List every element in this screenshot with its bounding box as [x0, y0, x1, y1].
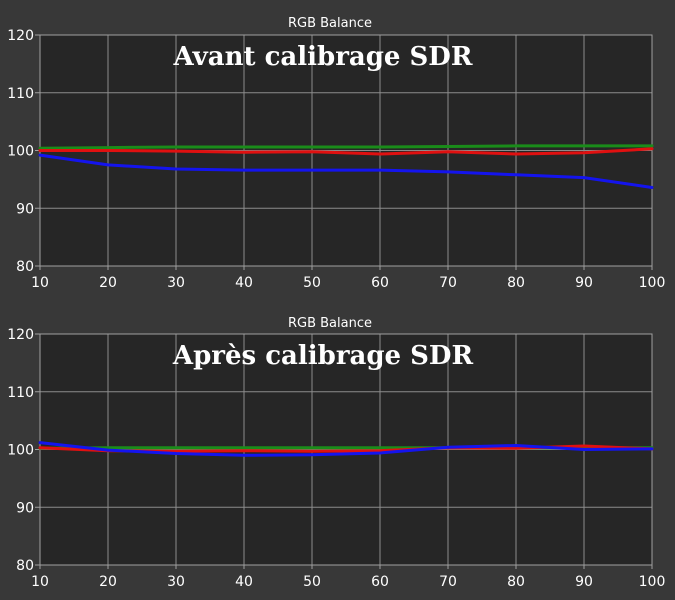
x-tick-label: 20 [99, 275, 117, 291]
y-tick-label: 110 [7, 86, 34, 102]
x-tick-label: 100 [639, 574, 666, 590]
y-tick-label: 80 [16, 558, 34, 574]
y-tick-label: 90 [16, 201, 34, 217]
series-line-2 [38, 441, 654, 457]
chart-after-calibration: 80 90 100 110 120 10 20 30 40 50 60 70 80 90 100 RGB Ba… [7, 316, 665, 590]
chart-title: RGB Balance [288, 316, 372, 331]
x-tick-label: 70 [439, 574, 457, 590]
x-tick-label: 50 [303, 275, 321, 291]
x-tick-label: 40 [235, 275, 253, 291]
x-tick-label: 90 [575, 574, 593, 590]
x-tick-label: 60 [371, 275, 389, 291]
x-tick-label: 30 [167, 275, 185, 291]
x-tick-label: 20 [99, 574, 117, 590]
series-line-1 [38, 147, 654, 156]
y-tick-label: 100 [7, 144, 34, 160]
x-tick-label: 50 [303, 574, 321, 590]
chart-annotation: Avant calibrage SDR [173, 42, 473, 72]
x-tick-label: 70 [439, 275, 457, 291]
y-tick-label: 120 [7, 28, 34, 44]
y-tick-label: 80 [16, 259, 34, 275]
x-tick-label: 100 [639, 275, 666, 291]
y-tick-label: 100 [7, 443, 34, 459]
y-tick-label: 120 [7, 327, 34, 343]
series-line-2 [38, 153, 654, 189]
y-tick-label: 110 [7, 385, 34, 401]
x-tick-label: 80 [507, 574, 525, 590]
series-line-0 [38, 144, 654, 150]
chart-before-calibration: 80 90 100 110 120 10 20 30 40 50 60 70 80 90 100 RGB Ba… [7, 16, 665, 291]
x-tick-label: 60 [371, 574, 389, 590]
x-tick-label: 10 [31, 275, 49, 291]
x-tick-label: 80 [507, 275, 525, 291]
y-tick-label: 90 [16, 500, 34, 516]
x-tick-label: 40 [235, 574, 253, 590]
chart-title: RGB Balance [288, 16, 372, 31]
x-tick-label: 30 [167, 574, 185, 590]
x-tick-label: 90 [575, 275, 593, 291]
x-tick-label: 10 [31, 574, 49, 590]
chart-annotation: Après calibrage SDR [172, 341, 474, 371]
